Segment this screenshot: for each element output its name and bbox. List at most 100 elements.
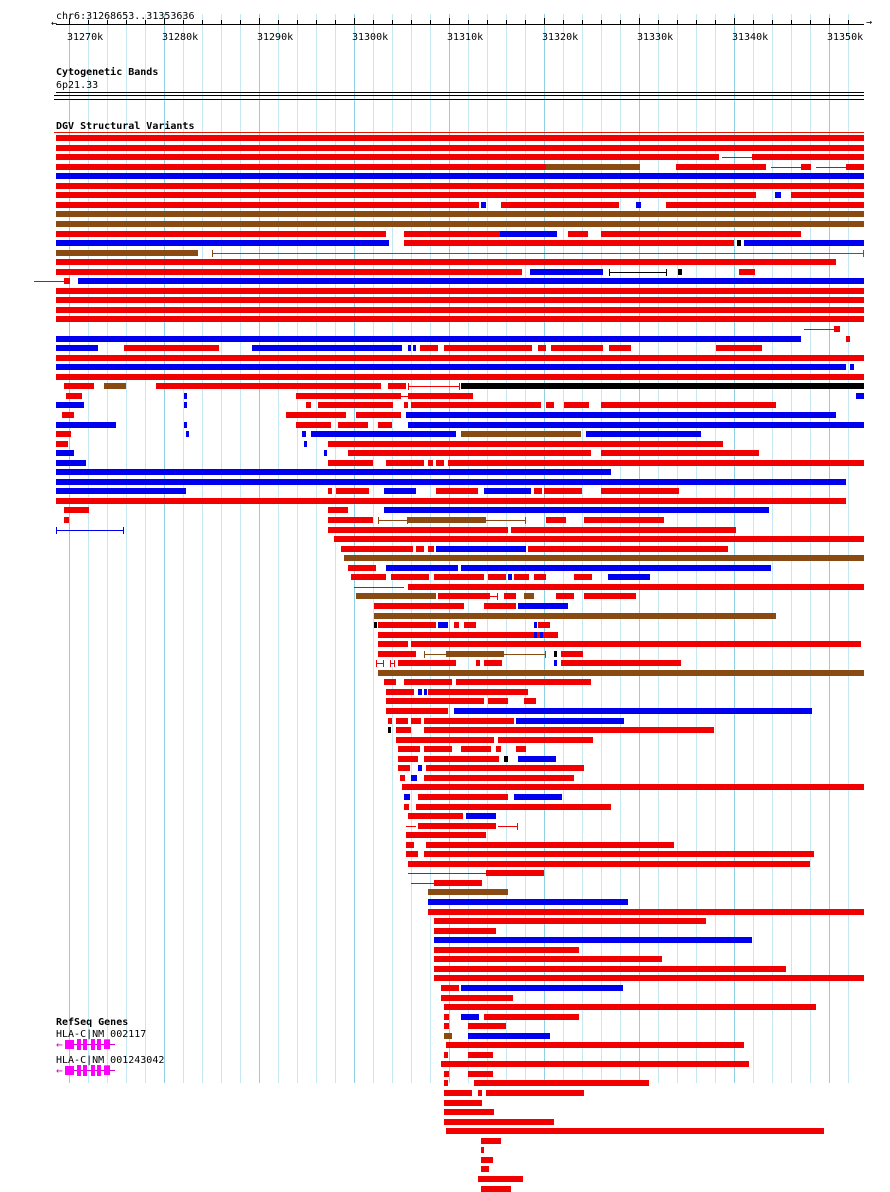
variant-bar[interactable] <box>554 651 557 657</box>
variant-bar[interactable] <box>438 593 490 599</box>
variant-bar[interactable] <box>554 660 557 666</box>
variant-bar[interactable] <box>56 183 864 189</box>
variant-bar[interactable] <box>341 546 413 552</box>
variant-bar[interactable] <box>488 574 506 580</box>
variant-bar[interactable] <box>501 202 619 208</box>
variant-bar[interactable] <box>64 278 70 284</box>
variant-bar[interactable] <box>434 975 864 981</box>
variant-bar[interactable] <box>444 1090 472 1096</box>
variant-connector-line[interactable] <box>390 663 395 664</box>
variant-bar[interactable] <box>428 899 628 905</box>
variant-connector-line[interactable] <box>504 654 546 655</box>
variant-bar[interactable] <box>424 851 814 857</box>
variant-bar[interactable] <box>436 546 526 552</box>
variant-connector-line[interactable] <box>212 253 864 254</box>
variant-bar[interactable] <box>56 164 546 170</box>
variant-bar[interactable] <box>56 240 389 246</box>
variant-bar[interactable] <box>384 679 396 685</box>
variant-bar[interactable] <box>56 192 756 198</box>
variant-bar[interactable] <box>481 1157 493 1163</box>
variant-bar[interactable] <box>56 355 864 361</box>
variant-bar[interactable] <box>398 746 420 752</box>
variant-bar[interactable] <box>424 775 574 781</box>
gene-label-1[interactable]: HLA-C|NM_001243042 <box>56 1055 165 1066</box>
variant-bar[interactable] <box>386 460 424 466</box>
variant-bar[interactable] <box>546 517 566 523</box>
variant-connector-line[interactable] <box>354 587 404 588</box>
variant-bar[interactable] <box>56 154 719 160</box>
variant-bar[interactable] <box>468 1023 506 1029</box>
variant-bar[interactable] <box>426 842 674 848</box>
variant-bar[interactable] <box>454 708 812 714</box>
variant-bar[interactable] <box>601 488 679 494</box>
variant-connector-line[interactable] <box>408 386 460 387</box>
variant-bar[interactable] <box>508 574 512 580</box>
variant-bar[interactable] <box>468 1052 493 1058</box>
variant-bar[interactable] <box>404 402 408 408</box>
variant-bar[interactable] <box>302 431 306 437</box>
variant-bar[interactable] <box>56 221 864 227</box>
ruler-right-arrow-icon[interactable]: → <box>865 17 872 28</box>
variant-bar[interactable] <box>428 889 508 895</box>
variant-bar[interactable] <box>391 574 429 580</box>
variant-bar[interactable] <box>428 909 864 915</box>
variant-connector-line[interactable] <box>408 873 486 874</box>
variant-bar[interactable] <box>556 593 574 599</box>
variant-bar[interactable] <box>486 1090 584 1096</box>
variant-bar[interactable] <box>348 565 376 571</box>
variant-bar[interactable] <box>486 870 544 876</box>
variant-bar[interactable] <box>184 402 187 408</box>
variant-bar[interactable] <box>336 488 369 494</box>
variant-bar[interactable] <box>496 746 501 752</box>
variant-bar[interactable] <box>516 746 526 752</box>
variant-bar[interactable] <box>356 412 401 418</box>
variant-bar[interactable] <box>374 603 464 609</box>
variant-bar[interactable] <box>406 832 486 838</box>
variant-bar[interactable] <box>434 956 662 962</box>
variant-bar[interactable] <box>406 842 414 848</box>
variant-bar[interactable] <box>504 756 508 762</box>
variant-bar[interactable] <box>104 383 126 389</box>
variant-bar[interactable] <box>416 546 424 552</box>
variant-bar[interactable] <box>328 488 332 494</box>
variant-bar[interactable] <box>461 1014 479 1020</box>
variant-bar[interactable] <box>56 135 864 141</box>
variant-bar[interactable] <box>408 813 463 819</box>
variant-bar[interactable] <box>678 269 682 275</box>
variant-bar[interactable] <box>444 345 532 351</box>
variant-bar[interactable] <box>534 488 542 494</box>
variant-bar[interactable] <box>534 574 546 580</box>
variant-connector-line[interactable] <box>486 520 526 521</box>
variant-bar[interactable] <box>428 689 528 695</box>
variant-bar[interactable] <box>351 574 386 580</box>
variant-bar[interactable] <box>386 689 414 695</box>
variant-bar[interactable] <box>791 192 864 198</box>
variant-bar[interactable] <box>348 450 591 456</box>
variant-bar[interactable] <box>850 364 854 370</box>
variant-bar[interactable] <box>428 546 434 552</box>
variant-bar[interactable] <box>56 269 522 275</box>
variant-bar[interactable] <box>444 1080 448 1086</box>
variant-bar[interactable] <box>328 441 723 447</box>
variant-bar[interactable] <box>334 536 864 542</box>
variant-bar[interactable] <box>418 689 422 695</box>
variant-bar[interactable] <box>436 488 478 494</box>
variant-bar[interactable] <box>441 1061 749 1067</box>
variant-bar[interactable] <box>461 985 623 991</box>
variant-bar[interactable] <box>386 565 458 571</box>
variant-bar[interactable] <box>374 613 776 619</box>
variant-bar[interactable] <box>846 336 850 342</box>
variant-connector-line[interactable] <box>401 396 409 397</box>
variant-bar[interactable] <box>396 737 494 743</box>
variant-bar[interactable] <box>434 928 496 934</box>
variant-bar[interactable] <box>344 555 864 561</box>
variant-bar[interactable] <box>551 345 603 351</box>
variant-bar[interactable] <box>484 660 502 666</box>
gene-model-0[interactable]: ← <box>56 1039 116 1050</box>
variant-bar[interactable] <box>56 336 801 342</box>
variant-bar[interactable] <box>426 765 584 771</box>
variant-bar[interactable] <box>64 517 69 523</box>
variant-bar[interactable] <box>478 1090 482 1096</box>
variant-bar[interactable] <box>498 737 593 743</box>
variant-bar[interactable] <box>568 231 588 237</box>
